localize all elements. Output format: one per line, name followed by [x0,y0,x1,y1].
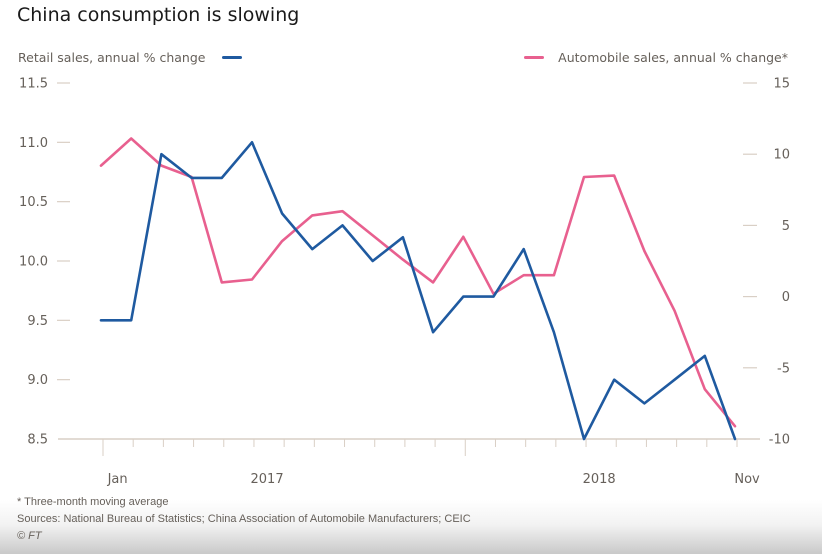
left-axis-tick-label: 11.5 [19,77,48,92]
right-axis-tick-label: -5 [777,361,790,376]
left-axis-tick-label: 8.5 [27,433,48,448]
right-axis-tick-label: 10 [773,148,790,163]
right-axis-tick-label: 5 [782,219,790,234]
x-axis: Jan 2017 2018 Nov [58,438,760,487]
auto-sales-line [99,137,737,428]
right-axis-tick-label: 15 [773,77,790,92]
legend-retail-label: Retail sales, annual % change [18,50,206,65]
left-axis-tick-label: 10.0 [19,255,48,270]
series-lines [99,137,737,441]
right-axis: 15 10 5 0 -5 -10 [743,77,790,448]
chart-title: China consumption is slowing [17,4,300,26]
x-axis-tick-label: 2017 [251,472,284,487]
sources: Sources: National Bureau of Statistics; … [17,513,471,525]
x-axis-tick-label: 2018 [583,472,616,487]
x-axis-tick-label: Nov [734,472,760,487]
left-axis: 11.5 11.0 10.5 10.0 9.5 9.0 8.5 [19,77,70,448]
legend-retail-swatch [222,56,243,59]
retail-sales-line [99,141,737,441]
legend-retail: Retail sales, annual % change [18,50,243,65]
legend-auto-label: Automobile sales, annual % change* [558,50,788,65]
left-axis-tick-label: 9.5 [27,314,48,329]
left-axis-tick-label: 10.5 [19,195,48,210]
x-axis-tick-label: Jan [107,472,128,487]
right-axis-tick-label: 0 [782,290,790,305]
right-axis-tick-label: -10 [769,433,790,448]
footnote: * Three-month moving average [17,496,169,508]
left-axis-tick-label: 9.0 [27,373,48,388]
left-axis-tick-label: 11.0 [19,136,48,151]
legend-auto: Automobile sales, annual % change* [524,50,788,65]
legend-auto-swatch [524,56,545,59]
credit: © FT [17,530,42,542]
